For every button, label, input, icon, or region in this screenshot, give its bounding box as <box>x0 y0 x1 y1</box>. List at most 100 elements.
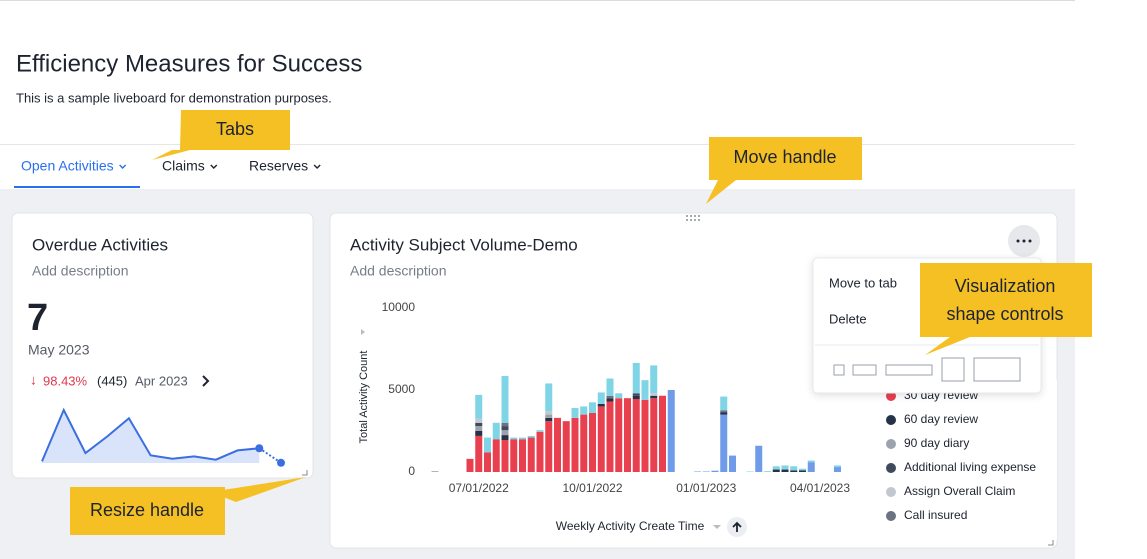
legend-label[interactable]: Additional living expense <box>904 460 1036 474</box>
resize-grip[interactable] <box>302 470 308 476</box>
callout-text: Visualization <box>955 276 1056 296</box>
shape-option[interactable] <box>852 364 877 376</box>
bar-segment <box>571 417 579 472</box>
kpi-period: May 2023 <box>28 342 90 358</box>
legend-label[interactable]: 90 day diary <box>904 436 969 450</box>
bar-segment <box>807 462 815 472</box>
bar-segment <box>589 402 596 413</box>
kpi-previous-value: (445) <box>97 373 127 388</box>
kpi-description[interactable]: Add description <box>32 263 129 279</box>
chart-description[interactable]: Add description <box>350 263 447 279</box>
tab[interactable]: Reserves <box>249 158 308 174</box>
bar-segment <box>606 378 614 396</box>
bar-segment <box>632 362 640 394</box>
legend-swatch <box>886 415 896 425</box>
bar-segment <box>755 445 763 472</box>
bar-segment <box>799 468 806 471</box>
bar-segment <box>475 435 483 472</box>
menu-item[interactable]: Move to tab <box>829 275 897 290</box>
bar-segment <box>545 421 553 472</box>
bar-segment <box>580 406 588 415</box>
tab-chevron <box>210 164 218 169</box>
kpi-title: Overdue Activities <box>32 235 168 254</box>
kpi-change-arrow: ↓ <box>30 372 37 388</box>
bar-segment <box>545 417 553 422</box>
bar-segment <box>501 440 509 472</box>
legend-swatch <box>886 463 896 473</box>
shape-controls <box>833 357 1021 382</box>
kpi-chevron[interactable] <box>202 375 210 387</box>
bar-segment <box>834 465 841 468</box>
bar-segment <box>580 414 588 472</box>
bar-segment <box>720 414 728 472</box>
page-title: Efficiency Measures for Success <box>16 50 362 77</box>
tab-chevron <box>313 164 321 169</box>
bar-segment <box>501 430 509 436</box>
sort-caret[interactable] <box>713 525 721 529</box>
callout: Tabs <box>152 110 290 160</box>
tab-chevron <box>119 164 127 169</box>
bar-segment <box>615 393 623 399</box>
bar-segment <box>632 393 640 396</box>
bar-segment <box>492 422 500 440</box>
bar-segment <box>659 395 666 472</box>
move-handle[interactable] <box>686 215 700 221</box>
callout: Resize handle <box>70 477 306 535</box>
bar-segment <box>772 469 780 472</box>
bar-segment <box>545 383 553 412</box>
x-tick-label: 07/01/2022 <box>449 481 509 495</box>
bar-segment <box>624 398 631 472</box>
bar-segment <box>492 439 500 472</box>
bar-segment <box>650 398 658 472</box>
bar-segment <box>834 467 841 472</box>
bar-segment <box>519 439 526 472</box>
kpi-change: 98.43% <box>43 373 88 388</box>
x-axis-title: Weekly Activity Create Time <box>556 519 705 533</box>
legend-swatch <box>886 487 896 497</box>
bar-segment <box>475 422 483 427</box>
tab[interactable]: Open Activities <box>21 158 114 174</box>
shape-option[interactable] <box>833 364 845 376</box>
chart-title: Activity Subject Volume-Demo <box>350 235 578 254</box>
bar-segment <box>466 458 474 472</box>
y-axis-toggle[interactable] <box>361 329 365 335</box>
chart: 0 5000 10000 07/01/2022 10/01/2022 01/01/2023… <box>382 300 851 495</box>
bar-segment <box>615 398 623 472</box>
bar-segment <box>790 470 798 472</box>
bar-segment <box>790 466 798 471</box>
legend-label[interactable]: Call insured <box>904 508 967 522</box>
x-tick-label: 10/01/2022 <box>562 481 622 495</box>
page-subtitle: This is a sample liveboard for demonstra… <box>16 90 332 105</box>
bar-segment <box>431 471 439 472</box>
shape-option[interactable] <box>973 357 1021 382</box>
sparkline-last-segment <box>258 447 282 464</box>
bar-segment <box>597 403 605 407</box>
bar-segment <box>764 471 771 472</box>
bar-segment <box>720 412 728 415</box>
bar-segment <box>510 437 518 440</box>
resize-grip[interactable] <box>1048 540 1054 546</box>
bar-segment <box>475 426 483 431</box>
bar-segment <box>772 466 780 470</box>
shape-option[interactable] <box>941 357 965 382</box>
bar-segment <box>501 422 509 427</box>
legend-label[interactable]: Assign Overall Claim <box>904 484 1015 498</box>
callout: Visualization shape controls <box>920 263 1092 355</box>
tab[interactable]: Claims <box>162 158 205 174</box>
legend-swatch <box>886 439 896 449</box>
bar-segment <box>475 394 483 419</box>
bar-segment <box>589 412 596 472</box>
shape-option[interactable] <box>885 364 933 376</box>
bar-segment <box>720 410 728 413</box>
bar-segment <box>484 437 491 453</box>
sparkline-area <box>42 410 260 463</box>
bar-segment <box>527 437 535 472</box>
callout: Move handle <box>706 137 862 204</box>
legend-label[interactable]: 60 day review <box>904 412 978 426</box>
menu-item[interactable]: Delete <box>829 311 867 326</box>
more-dots <box>1016 239 1032 243</box>
bar-segment <box>807 460 815 463</box>
bar-segment <box>545 414 553 418</box>
